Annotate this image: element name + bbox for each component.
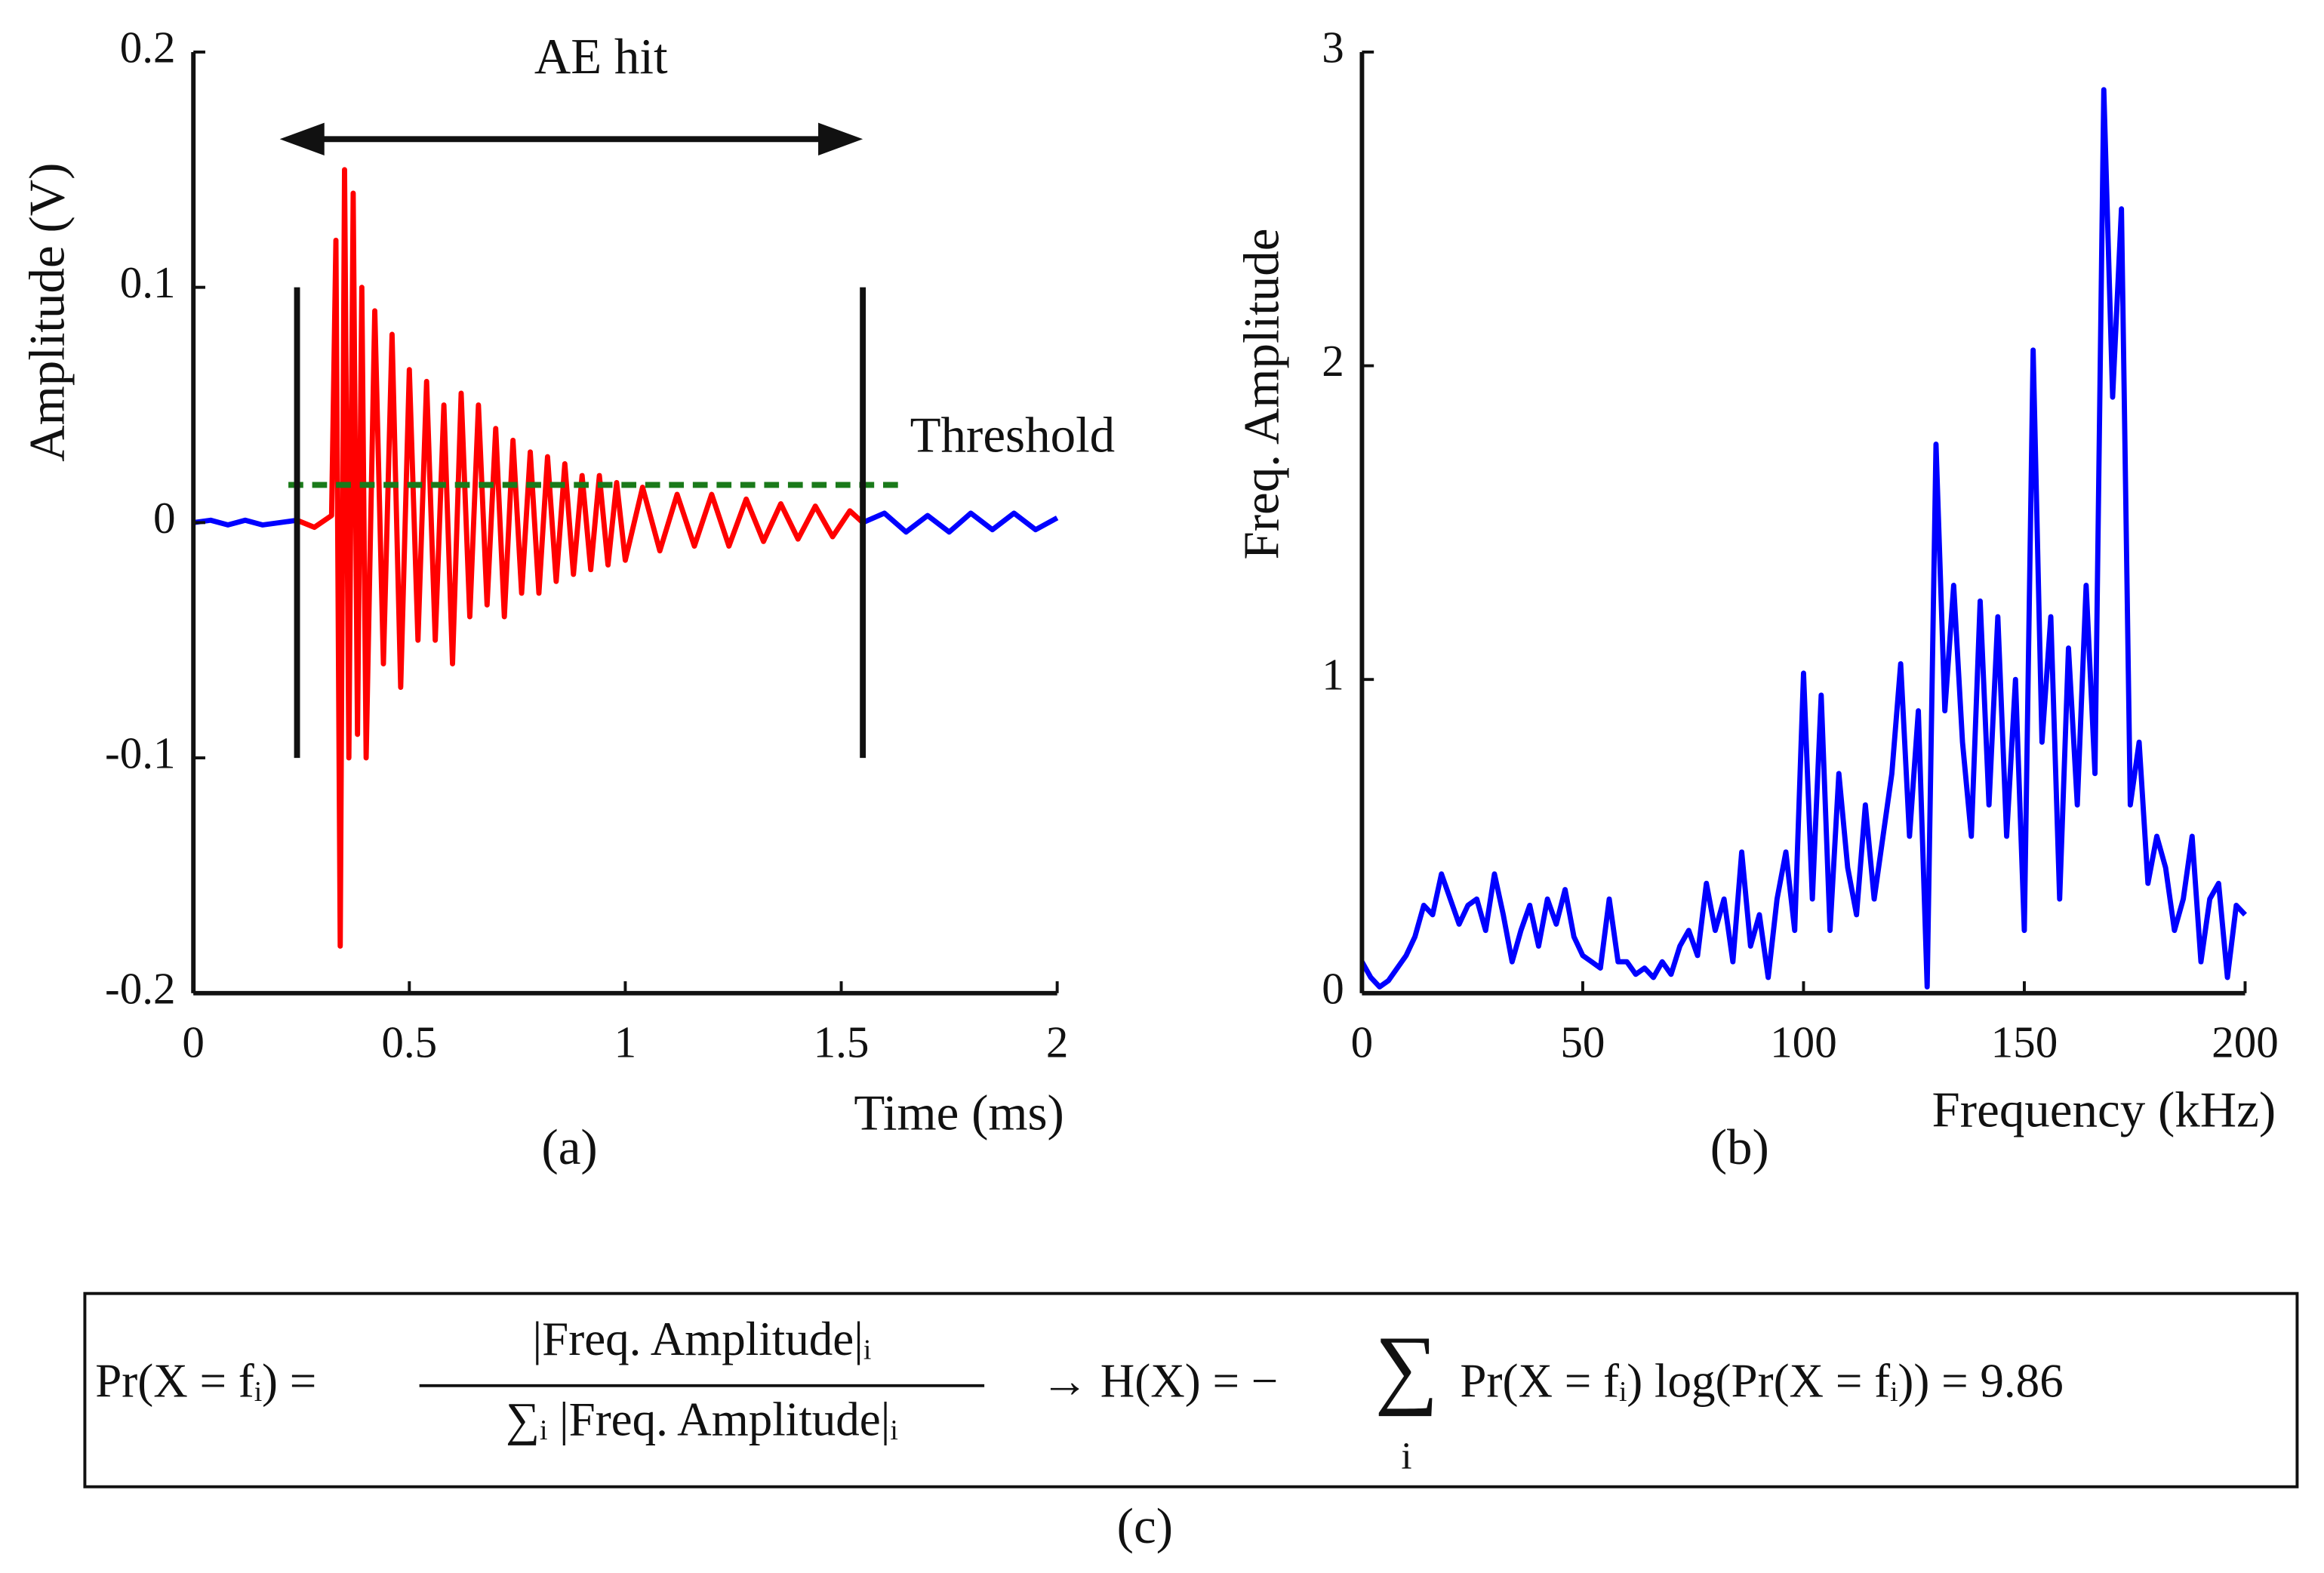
x-tick-label: 2 xyxy=(1046,1017,1069,1067)
caption: (a) xyxy=(541,1119,597,1175)
formula-index: i xyxy=(1401,1435,1411,1478)
y-tick-label: 0.2 xyxy=(120,23,176,72)
x-tick-label: 0 xyxy=(182,1017,205,1067)
x-tick-label: 150 xyxy=(1991,1017,2058,1067)
data-line xyxy=(1359,87,2247,990)
y-tick-label: 3 xyxy=(1322,23,1344,72)
x-tick-label: 0 xyxy=(1351,1017,1374,1067)
formula-box xyxy=(83,1291,2299,1488)
x-tick-label: 100 xyxy=(1770,1017,1837,1067)
x-tick-label: 200 xyxy=(2212,1017,2279,1067)
arrow-label: AE hit xyxy=(534,29,668,85)
caption: (c) xyxy=(1117,1498,1173,1554)
y-tick-label: 0.1 xyxy=(120,257,176,307)
y-axis-title: Amplitude (V) xyxy=(19,163,75,462)
y-tick-label: 0 xyxy=(153,493,176,543)
x-tick-label: 50 xyxy=(1560,1017,1605,1067)
data-line xyxy=(192,517,298,528)
data-line xyxy=(296,167,865,949)
y-tick-label: 0 xyxy=(1322,963,1344,1013)
formula-numerator: |Freq. Amplitude|ᵢ xyxy=(533,1313,872,1365)
x-tick-label: 0.5 xyxy=(381,1017,437,1067)
formula-denominator: ∑ᵢ |Freq. Amplitude|ᵢ xyxy=(506,1393,898,1445)
y-tick-label: -0.2 xyxy=(105,963,176,1013)
formula-sum: ∑ xyxy=(1374,1318,1438,1417)
y-axis-title: Freq. Amplitude xyxy=(1234,228,1290,559)
y-tick-label: 2 xyxy=(1322,336,1344,386)
formula-lhs: Pr(X = fᵢ) = xyxy=(95,1354,316,1407)
x-axis-title: Time (ms) xyxy=(854,1085,1063,1141)
threshold-label: Threshold xyxy=(910,407,1116,463)
data-line xyxy=(861,510,1059,535)
x-axis-title: Frequency (kHz) xyxy=(1932,1082,2276,1138)
y-tick-label: -0.1 xyxy=(105,728,176,778)
x-tick-label: 1.5 xyxy=(814,1017,870,1067)
caption: (b) xyxy=(1710,1119,1769,1175)
x-tick-label: 1 xyxy=(614,1017,637,1067)
y-tick-label: 1 xyxy=(1322,650,1344,700)
formula-rhs: Pr(X = fᵢ) log(Pr(X = fᵢ)) = 9.86 xyxy=(1460,1354,2063,1407)
formula-middle: → H(X) = − xyxy=(1041,1354,1278,1407)
